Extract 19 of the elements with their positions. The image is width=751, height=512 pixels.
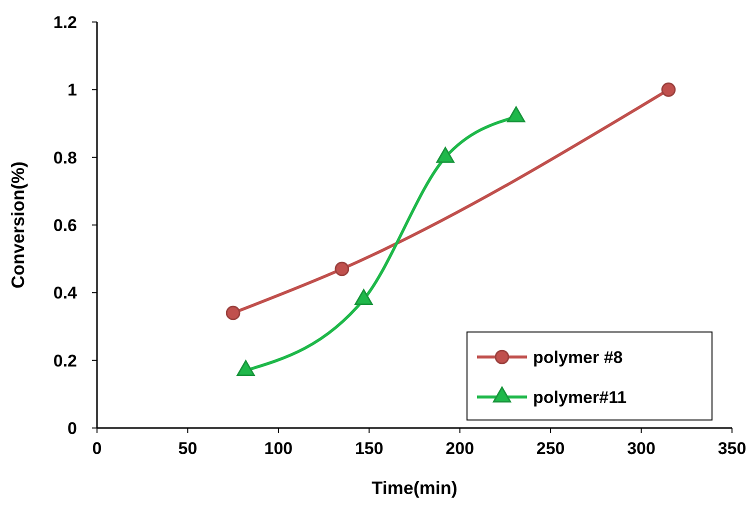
y-axis-title: Conversion(%) (8, 161, 28, 289)
y-tick-label: 1 (68, 80, 77, 100)
x-tick-label: 0 (92, 439, 102, 458)
x-tick-label: 350 (718, 439, 746, 458)
x-tick-label: 100 (264, 439, 293, 458)
y-tick-label: 0.4 (53, 284, 78, 303)
legend-label: polymer#11 (533, 388, 627, 407)
x-axis-title: Time(min) (372, 478, 458, 498)
x-tick-label: 250 (536, 439, 565, 458)
legend-label: polymer #8 (533, 348, 623, 367)
y-tick-label: 0 (68, 419, 77, 438)
y-tick-label: 1.2 (53, 13, 77, 32)
x-tick-label: 200 (446, 439, 474, 458)
y-tick-label: 0.2 (53, 351, 77, 370)
y-tick-label: 0.8 (53, 148, 77, 168)
x-tick-label: 50 (178, 439, 198, 458)
y-tick-label: 0.6 (53, 216, 77, 235)
x-tick-label: 300 (627, 439, 656, 458)
x-tick-label: 150 (354, 439, 384, 458)
